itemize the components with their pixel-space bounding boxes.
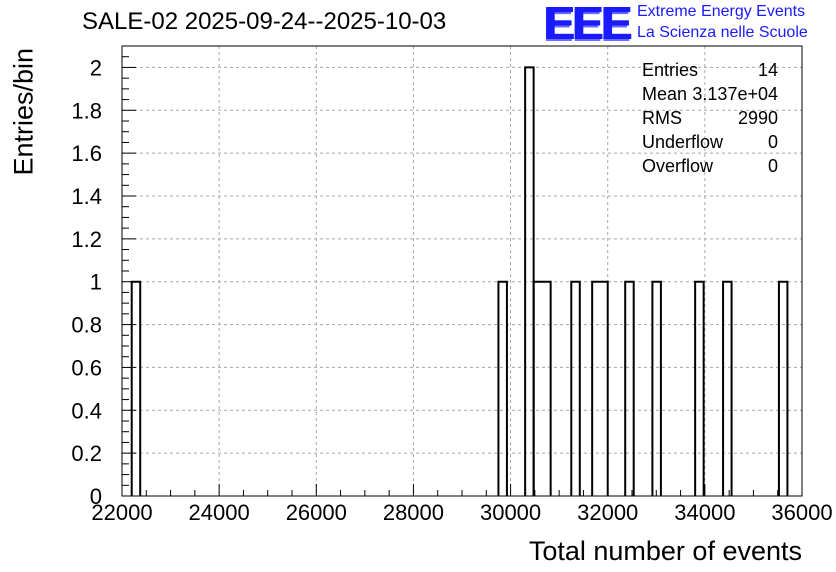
stats-value: 3.137e+04 <box>692 84 778 104</box>
chart-title: SALE-02 2025-09-24--2025-10-03 <box>82 8 447 35</box>
histogram-bin <box>591 280 609 496</box>
logo-text-line2: La Scienza nelle Scuole <box>637 24 808 41</box>
stats-row-overflow: Overflow 0 <box>642 155 778 179</box>
histogram-bin <box>497 280 508 496</box>
histogram-bin <box>722 280 733 496</box>
x-tick-label: 22000 <box>91 500 152 525</box>
stats-row-entries: Entries 14 <box>642 59 778 83</box>
x-axis-label: Total number of events <box>528 536 802 566</box>
y-tick-label: 0.8 <box>71 313 102 338</box>
histogram-bin <box>694 280 705 496</box>
x-tick-label: 24000 <box>189 500 250 525</box>
stats-key: Entries <box>642 60 699 80</box>
stats-value: 0 <box>767 156 778 176</box>
tick-labels: 22000 24000 26000 28000 30000 32000 34000 36000… <box>71 55 832 525</box>
stats-value: 2990 <box>737 108 778 128</box>
x-tick-label: 28000 <box>383 500 444 525</box>
axis-ticks <box>121 45 803 497</box>
x-tick-label: 26000 <box>286 500 347 525</box>
y-tick-label: 1 <box>90 270 102 295</box>
histogram-bin <box>532 280 552 496</box>
stats-value: 0 <box>767 132 778 152</box>
histogram-bins <box>130 66 789 496</box>
eee-logo-letters: EEE <box>543 0 631 49</box>
stats-key: RMS <box>642 108 682 128</box>
grid-lines <box>122 46 802 496</box>
y-tick-label: 1.8 <box>71 98 102 123</box>
y-tick-label: 1.6 <box>71 141 102 166</box>
x-tick-label: 30000 <box>480 500 541 525</box>
y-tick-label: 0.4 <box>71 398 102 423</box>
x-tick-label: 32000 <box>577 500 638 525</box>
stats-row-rms: RMS 2990 <box>642 107 778 131</box>
logo-text-line1: Extreme Energy Events <box>637 3 806 20</box>
x-tick-label: 36000 <box>771 500 832 525</box>
y-axis-label: Entries/bin <box>8 47 39 176</box>
stats-value: 14 <box>757 60 778 80</box>
y-tick-label: 0.6 <box>71 355 102 380</box>
y-tick-label: 0.2 <box>71 441 102 466</box>
histogram-bin <box>624 280 635 496</box>
y-tick-label: 1.2 <box>71 227 102 252</box>
stats-row-underflow: Underflow 0 <box>642 131 778 155</box>
histogram-bin <box>651 280 662 496</box>
stats-key: Overflow <box>642 156 714 176</box>
stats-row-mean: Mean 3.137e+04 <box>642 83 778 107</box>
histogram-bin <box>777 280 789 496</box>
stats-key: Mean <box>642 84 688 104</box>
histogram-bin <box>570 280 581 496</box>
stats-key: Underflow <box>642 132 724 152</box>
y-tick-label: 2 <box>90 55 102 80</box>
x-tick-label: 34000 <box>674 500 735 525</box>
histogram-bin <box>130 280 142 496</box>
stats-box: Entries 14 Mean 3.137e+04 RMS 2990 Under… <box>642 59 778 179</box>
y-tick-label: 0 <box>90 484 102 509</box>
y-tick-label: 1.4 <box>71 184 102 209</box>
